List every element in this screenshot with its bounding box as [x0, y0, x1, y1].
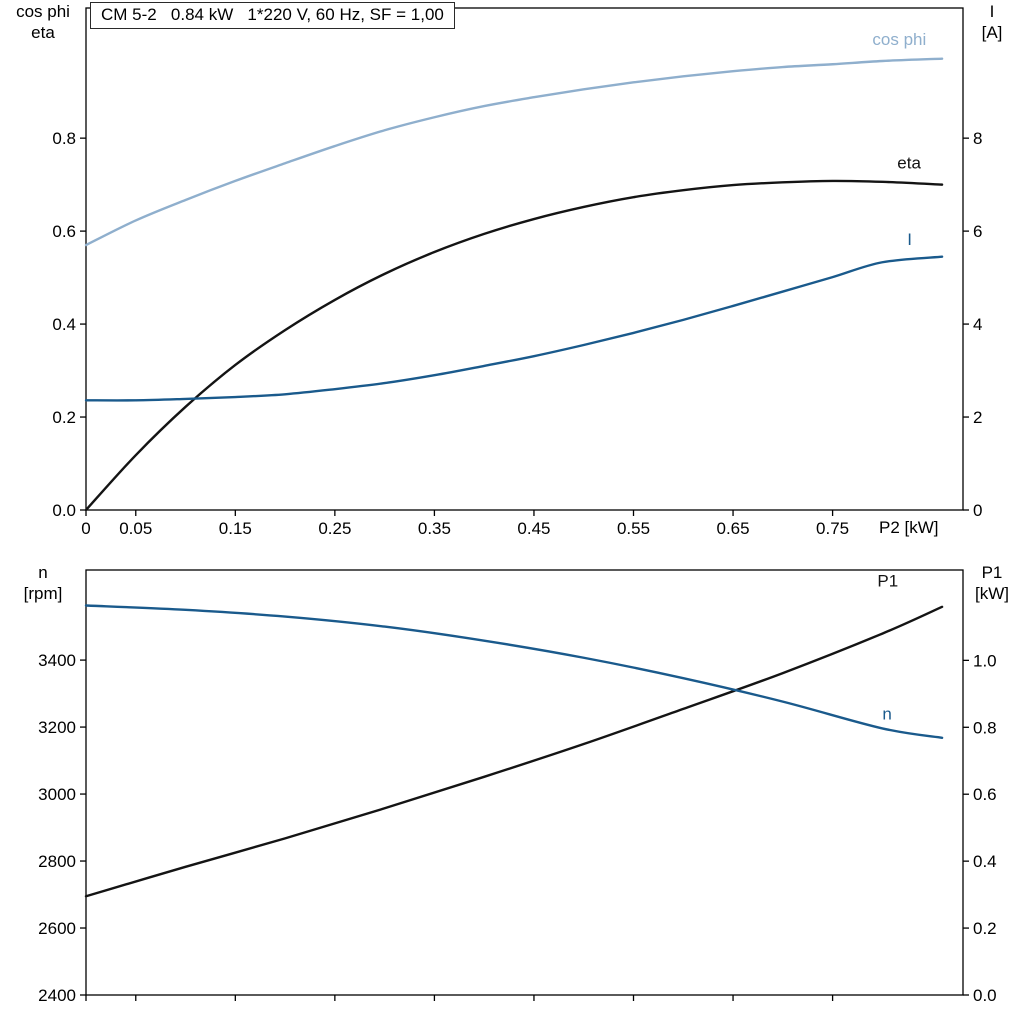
left-tick-label: 0.4 [52, 315, 76, 334]
left-tick-label: 3000 [38, 785, 76, 804]
x-tick-label: 0 [81, 519, 90, 538]
right-tick-label: 1.0 [973, 651, 997, 670]
x-tick-label: 0.15 [219, 519, 252, 538]
right-tick-label: 0.0 [973, 986, 997, 1005]
motor-info-box: CM 5-2 0.84 kW 1*220 V, 60 Hz, SF = 1,00 [90, 2, 455, 29]
axis-title-line-eta: eta [31, 23, 55, 42]
curve-label-n: n [882, 705, 891, 724]
x-tick-label: 0.45 [517, 519, 550, 538]
left-tick-label: 0.2 [52, 408, 76, 427]
left-tick-label: 0.0 [52, 501, 76, 520]
left-tick-label: 2800 [38, 852, 76, 871]
axis-title-line-p1: P1 [981, 563, 1003, 582]
x-tick-label: 0.65 [717, 519, 750, 538]
right-tick-label: 0.2 [973, 919, 997, 938]
right-tick-label: 0.6 [973, 785, 997, 804]
top-chart-right-axis-title: I [A] [964, 1, 1020, 43]
curve-label-cos-phi: cos phi [872, 30, 926, 49]
left-tick-label: 3400 [38, 651, 76, 670]
curve-i [84, 255, 944, 402]
x-tick-label: 0.55 [617, 519, 650, 538]
x-tick-label: 0.05 [119, 519, 152, 538]
plot-border [85, 7, 964, 511]
axis-title-line-amp-unit: [A] [981, 23, 1003, 42]
x-axis-title-p2: P2 [kW] [879, 518, 939, 537]
curve-n [84, 604, 944, 739]
right-tick-label: 0 [973, 501, 982, 520]
x-tick-label: 0.25 [318, 519, 351, 538]
left-tick-label: 2400 [38, 986, 76, 1005]
right-tick-label: 0.4 [973, 852, 997, 871]
bottom-chart-left-axis-title: n [rpm] [6, 562, 80, 604]
axis-title-line-kw-unit: [kW] [975, 584, 1009, 603]
right-tick-label: 2 [973, 408, 982, 427]
plot-border [85, 569, 964, 996]
left-tick-label: 0.8 [52, 129, 76, 148]
axis-title-line-rpm-unit: [rpm] [23, 584, 63, 603]
curve-label-eta: eta [897, 153, 921, 172]
left-tick-label: 3200 [38, 718, 76, 737]
left-tick-label: 0.6 [52, 222, 76, 241]
bottom-chart-right-axis-title: P1 [kW] [962, 562, 1022, 604]
curve-label-i: I [907, 230, 912, 249]
curve-p1 [84, 605, 944, 898]
curve-label-p1: P1 [877, 572, 898, 591]
x-tick-label: 0.75 [816, 519, 849, 538]
axis-title-line-n: n [38, 563, 48, 582]
axis-title-line-current: I [989, 2, 995, 21]
right-tick-label: 8 [973, 129, 982, 148]
curve-cos-phi [84, 57, 944, 247]
right-tick-label: 4 [973, 315, 982, 334]
right-tick-label: 0.8 [973, 718, 997, 737]
right-tick-label: 6 [973, 222, 982, 241]
curve-eta [84, 179, 944, 512]
x-tick-label: 0.35 [418, 519, 451, 538]
axis-title-line-cos-phi: cos phi [16, 2, 70, 21]
top-chart-left-axis-title: cos phi eta [4, 1, 82, 43]
left-tick-label: 2600 [38, 919, 76, 938]
